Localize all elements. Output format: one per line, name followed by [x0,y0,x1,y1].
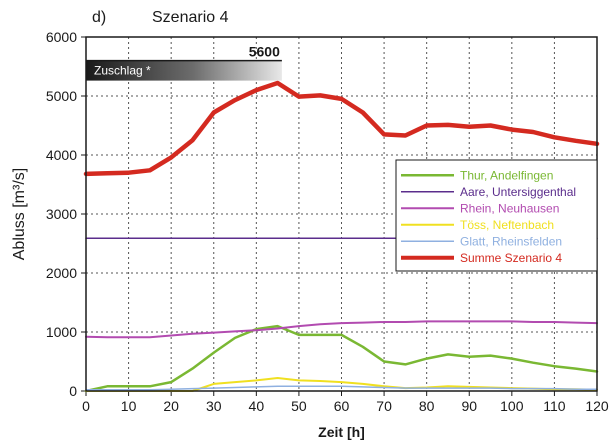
x-tick-label: 110 [543,398,566,414]
annotation-label: Zuschlag * [94,64,151,78]
legend-box [395,159,598,272]
y-tick-label: 4000 [46,147,77,163]
series-line [83,80,600,177]
legend-items: Thur, Andelfingen Aare, Untersiggenthal Rh… [401,168,576,265]
x-tick-labels: 0 10 20 30 40 50 60 70 80 90 100 110 120 [82,391,609,414]
y-tick-label: 0 [69,383,77,399]
y-axis-title: Abluss [m³/s] [11,168,28,260]
y-tick-label: 5000 [46,88,77,104]
annotation-gradient-bar [86,60,282,81]
y-tick-label: 1000 [46,324,77,340]
legend-label: Thur, Andelfingen [460,168,553,182]
chart-title: Szenario 4 [152,9,229,26]
legend: Thur, Andelfingen Aare, Untersiggenthal Rh… [395,159,598,272]
legend-label: Summe Szenario 4 [460,251,562,265]
y-tick-label: 3000 [46,206,77,222]
x-tick-label: 10 [121,398,137,414]
annotation-bar: Zuschlag * 5600 [86,44,282,81]
legend-label: Rhein, Neuhausen [460,201,559,215]
x-tick-label: 80 [419,398,435,414]
x-tick-label: 120 [585,398,609,414]
x-tick-label: 60 [334,398,350,414]
x-tick-label: 90 [461,398,477,414]
y-tick-label: 6000 [46,29,77,45]
x-tick-label: 20 [163,398,179,414]
series-line [84,324,599,393]
series-line [85,385,598,391]
y-tick-labels: 0 1000 2000 3000 4000 5000 6000 [46,29,86,399]
x-tick-label: 70 [376,398,392,414]
x-tick-label: 100 [500,398,524,414]
x-tick-label: 0 [82,398,90,414]
legend-label: Töss, Neftenbach [460,218,554,232]
annotation-value: 5600 [249,44,280,60]
legend-label: Glatt, Rheinsfelden [460,234,562,248]
series-lines [83,80,600,393]
x-tick-label: 50 [291,398,307,414]
x-tick-label: 40 [249,398,265,414]
panel-label: d) [92,9,106,26]
series-line [85,320,598,339]
x-axis-title: Zeit [h] [318,424,365,440]
y-tick-label: 2000 [46,265,77,281]
x-tick-label: 30 [206,398,222,414]
legend-label: Aare, Untersiggenthal [460,185,576,199]
